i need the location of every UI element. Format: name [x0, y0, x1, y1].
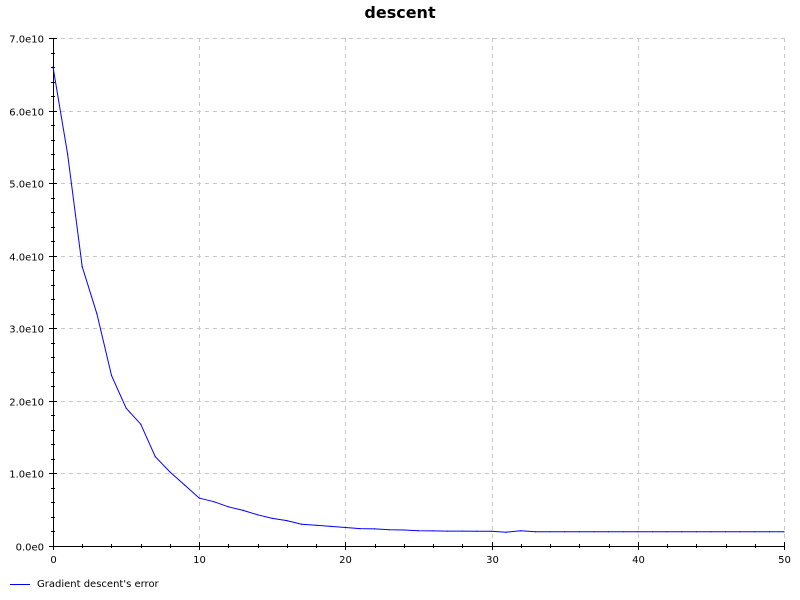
- x-tick-label: 40: [632, 555, 645, 566]
- data-point: [637, 531, 639, 533]
- chart-title: descent: [364, 3, 436, 22]
- data-point: [359, 528, 361, 530]
- axes: [53, 38, 784, 547]
- data-point: [67, 153, 69, 155]
- data-point: [578, 531, 580, 533]
- y-tick-label: 0.0e0: [16, 543, 44, 554]
- legend-label: Gradient descent's error: [37, 578, 159, 590]
- data-point: [622, 531, 624, 533]
- data-point: [651, 531, 654, 533]
- data-point: [257, 514, 259, 516]
- data-point: [169, 471, 171, 473]
- data-point: [476, 530, 478, 532]
- series-line: [52, 66, 784, 533]
- x-tick-label: 30: [486, 555, 499, 566]
- data-point: [520, 530, 522, 532]
- data-point: [140, 423, 142, 425]
- data-point: [154, 456, 156, 458]
- y-tick-label: 4.0e10: [9, 253, 44, 264]
- data-point: [330, 525, 332, 528]
- y-tick-label: 6.0e10: [9, 108, 44, 119]
- y-tick-label: 3.0e10: [9, 325, 44, 336]
- data-point: [681, 531, 683, 533]
- data-point: [768, 531, 771, 533]
- x-tick-label: 10: [193, 555, 206, 566]
- data-point: [564, 531, 566, 533]
- legend-swatch: [10, 583, 30, 585]
- data-point: [125, 407, 127, 409]
- data-point: [608, 531, 610, 533]
- data-point: [710, 531, 712, 533]
- data-point: [549, 531, 551, 533]
- data-point: [374, 528, 376, 530]
- data-point: [286, 520, 288, 522]
- data-point: [96, 313, 98, 315]
- y-tick-label: 1.0e10: [9, 470, 44, 481]
- series-lines: [52, 66, 785, 533]
- data-point: [388, 529, 390, 531]
- y-tick-label: 7.0e10: [9, 35, 44, 46]
- data-point: [447, 530, 449, 532]
- data-point: [110, 374, 113, 377]
- data-point: [52, 66, 54, 68]
- data-point: [666, 531, 668, 533]
- data-point: [198, 497, 200, 499]
- grid-lines: [53, 38, 785, 546]
- data-point: [754, 531, 756, 533]
- x-tick-label: 50: [778, 555, 791, 566]
- data-point: [184, 484, 186, 486]
- data-point: [344, 526, 346, 529]
- data-point: [403, 529, 405, 531]
- data-point: [593, 531, 595, 533]
- data-point: [300, 523, 303, 525]
- legend: Gradient descent's error: [10, 577, 159, 591]
- data-point: [81, 266, 83, 268]
- y-tick-label: 5.0e10: [9, 180, 44, 191]
- data-point: [242, 509, 244, 511]
- data-point: [227, 506, 229, 508]
- data-point: [491, 530, 493, 532]
- data-point: [315, 524, 317, 526]
- data-point: [695, 531, 697, 533]
- x-tick-label: 0: [50, 555, 56, 566]
- data-point: [739, 531, 741, 533]
- data-point: [724, 531, 727, 533]
- data-point: [417, 530, 420, 532]
- axis-ticks: 0 10 20 30 40 50 0.0e0 1.0e10 2.0e10 3.0e10 4.0e10…: [9, 35, 791, 567]
- data-point: [461, 530, 463, 532]
- data-point: [505, 531, 507, 533]
- y-tick-label: 2.0e10: [9, 398, 44, 409]
- data-point: [534, 531, 537, 533]
- data-point: [213, 501, 215, 503]
- data-point: [432, 530, 434, 532]
- data-point: [783, 531, 785, 533]
- x-tick-label: 20: [339, 555, 352, 566]
- data-point: [271, 517, 273, 520]
